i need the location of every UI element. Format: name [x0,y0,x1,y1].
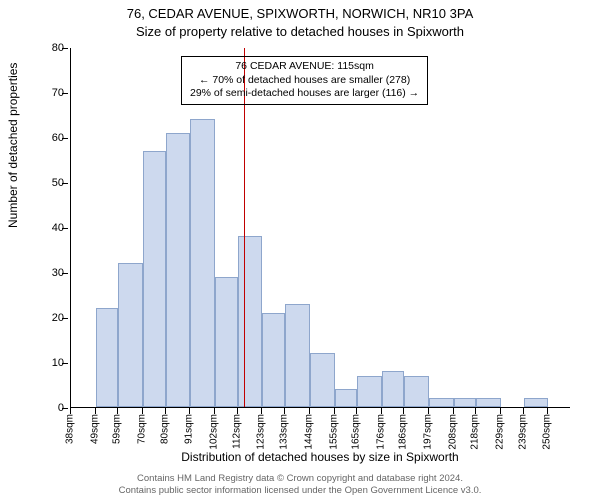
y-axis-label: Number of detached properties [6,63,20,228]
x-tick-label: 197sqm [423,414,434,450]
x-tick-label: 250sqm [542,414,553,450]
x-tick-label: 80sqm [159,414,170,444]
annotation-line-3: 29% of semi-detached houses are larger (… [190,87,419,101]
plot-area: 76 CEDAR AVENUE: 115sqm ← 70% of detache… [70,48,570,408]
histogram-bar [335,389,358,407]
x-tick-label: 70sqm [137,414,148,444]
histogram-bar [382,371,405,407]
x-tick-label: 91sqm [184,414,195,444]
x-tick-label: 49sqm [89,414,100,444]
x-tick-label: 165sqm [351,414,362,450]
histogram-bar [476,398,501,407]
annotation-line-1: 76 CEDAR AVENUE: 115sqm [190,60,419,74]
y-tick-label: 10 [24,357,64,369]
footer-attribution: Contains HM Land Registry data © Crown c… [0,473,600,496]
x-tick-label: 208sqm [447,414,458,450]
annotation-line-2: ← 70% of detached houses are smaller (27… [190,74,419,88]
x-axis-label: Distribution of detached houses by size … [70,450,570,464]
histogram-bar [429,398,454,407]
x-tick-label: 133sqm [278,414,289,450]
y-tick-label: 0 [24,402,64,414]
histogram-bar [143,151,166,408]
x-tick-label: 59sqm [112,414,123,444]
histogram-bar [262,313,285,408]
histogram-bar [215,277,238,408]
x-tick-label: 102sqm [209,414,220,450]
x-tick-label: 176sqm [375,414,386,450]
histogram-bar [310,353,335,407]
chart-subtitle: Size of property relative to detached ho… [0,24,600,39]
histogram-bar [404,376,429,408]
footer-line-1: Contains HM Land Registry data © Crown c… [0,473,600,484]
histogram-bar [454,398,477,407]
y-tick-label: 20 [24,312,64,324]
y-tick-label: 70 [24,87,64,99]
x-tick-label: 186sqm [398,414,409,450]
x-tick-label: 239sqm [517,414,528,450]
x-tick-label: 229sqm [495,414,506,450]
histogram-bar [238,236,263,407]
y-tick-label: 60 [24,132,64,144]
chart-container: 76, CEDAR AVENUE, SPIXWORTH, NORWICH, NR… [0,0,600,500]
histogram-bar [190,119,215,407]
footer-line-2: Contains public sector information licen… [0,485,600,496]
x-tick-label: 123sqm [256,414,267,450]
y-tick-label: 40 [24,222,64,234]
histogram-bar [357,376,382,408]
x-tick-label: 144sqm [303,414,314,450]
histogram-bar [96,308,119,407]
x-tick-label: 155sqm [328,414,339,450]
x-tick-label: 218sqm [470,414,481,450]
histogram-bar [166,133,191,408]
histogram-bar [524,398,549,407]
x-tick-label: 112sqm [231,414,242,449]
y-tick-label: 80 [24,42,64,54]
x-tick-label: 38sqm [65,414,76,444]
y-tick-label: 50 [24,177,64,189]
chart-title: 76, CEDAR AVENUE, SPIXWORTH, NORWICH, NR… [0,6,600,21]
histogram-bar [118,263,143,407]
histogram-bar [285,304,310,408]
y-tick-label: 30 [24,267,64,279]
annotation-box: 76 CEDAR AVENUE: 115sqm ← 70% of detache… [181,56,428,105]
